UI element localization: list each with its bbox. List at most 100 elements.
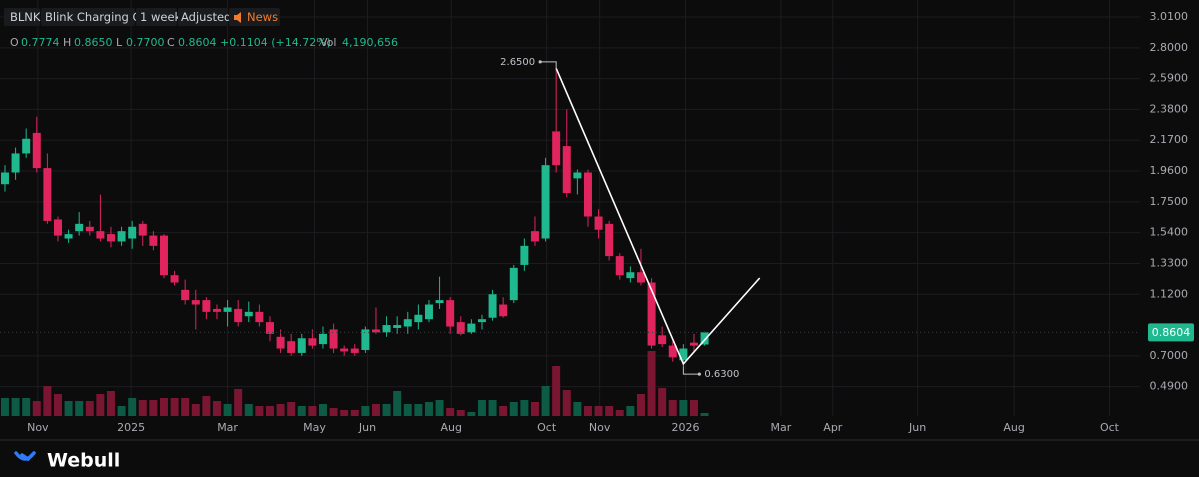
volume-bar [287, 402, 296, 416]
candle-body [488, 294, 497, 318]
volume-bar [191, 404, 200, 416]
volume-bar [605, 406, 614, 416]
candle-body [615, 256, 624, 276]
x-tick-label: Mar [770, 421, 791, 434]
y-tick-label: 3.0100 [1150, 10, 1189, 23]
news-icon[interactable] [234, 12, 241, 23]
candle-body [361, 329, 370, 350]
volume-bar [488, 400, 497, 416]
volume-bar [138, 400, 147, 416]
candle-body [477, 319, 486, 323]
news[interactable]: News [247, 10, 278, 24]
volume-bar [435, 400, 444, 416]
volume-bar [424, 402, 433, 416]
candle-body [340, 348, 349, 352]
candle-body [244, 311, 253, 317]
vol-key: Vol [320, 36, 336, 49]
volume-bar [573, 402, 582, 416]
logo-icon [14, 451, 36, 462]
chip[interactable] [178, 8, 228, 26]
vol-value: 4,190,656 [342, 36, 398, 49]
volume-bar [276, 404, 285, 416]
chip[interactable] [136, 8, 177, 26]
candle-body [11, 153, 20, 173]
volume-bar [626, 406, 635, 416]
x-tick-label: Nov [589, 421, 611, 434]
chip [41, 8, 135, 26]
candle-body [234, 308, 243, 323]
candle-body [467, 323, 476, 333]
candles [0, 69, 709, 367]
low-value: 0.7700 [126, 36, 165, 49]
candle-body [647, 282, 656, 346]
volume-bar [700, 413, 709, 416]
candle-body [573, 172, 582, 179]
volume-bar [32, 401, 41, 416]
y-tick-label: 0.7000 [1150, 349, 1189, 362]
volume-bar [53, 394, 62, 416]
candle-body [159, 235, 168, 276]
volume-bar [499, 406, 508, 416]
volume-bar [0, 398, 9, 416]
trendline [555, 68, 761, 366]
candle-body [287, 341, 296, 353]
volume-bar [106, 391, 115, 416]
candle-body [75, 223, 84, 232]
volume-bar [265, 406, 274, 416]
volume-bar [393, 391, 402, 416]
close-value: 0.8604 [178, 36, 217, 49]
x-tick-label: Aug [1003, 421, 1024, 434]
candle-body [403, 319, 412, 327]
candle-body [170, 275, 179, 283]
adjust[interactable]: Adjusted [181, 10, 231, 24]
chip[interactable] [4, 8, 40, 26]
candle-body [435, 300, 444, 304]
volume-bar [340, 410, 349, 416]
candle-body [138, 223, 147, 236]
candle-body [117, 231, 126, 242]
volume-bar [509, 402, 518, 416]
candle-body [382, 325, 391, 333]
volume-bar [223, 404, 232, 416]
annotation-leader [682, 366, 700, 375]
volume-bar [181, 398, 190, 416]
volume-bar [149, 400, 158, 416]
company-name: Blink Charging Co [45, 10, 148, 24]
volume-bar [583, 406, 592, 416]
volume-bar [318, 404, 327, 416]
candle-body [509, 267, 518, 301]
candle-body [594, 216, 603, 230]
candle-body [64, 234, 73, 239]
logo: Webull [47, 450, 120, 472]
volume-bar [647, 351, 656, 416]
candle-body [456, 322, 465, 334]
volume-bar [371, 404, 380, 416]
interval[interactable]: 1 week [140, 10, 182, 24]
symbol[interactable]: BLNK [10, 10, 41, 24]
candle-body [181, 289, 190, 301]
x-tick-label: Jun [358, 421, 376, 434]
y-tick-label: 1.3300 [1150, 256, 1189, 269]
y-tick-label: 2.5900 [1150, 72, 1189, 85]
candle-body [679, 348, 688, 361]
candle-body [520, 245, 529, 265]
chip[interactable] [229, 8, 280, 26]
volume-bar [202, 396, 211, 416]
candle-body [43, 168, 52, 221]
candle-body [297, 338, 306, 353]
annotation-label: 2.6500 [500, 57, 535, 68]
candle-body [318, 333, 327, 345]
volume-bar [541, 386, 550, 416]
volume-bar [361, 406, 370, 416]
volume-bar [689, 400, 698, 416]
low-key: L [116, 36, 123, 49]
volume-bar [615, 410, 624, 416]
annotation-leader [540, 61, 557, 70]
candle-body [499, 304, 508, 317]
volume-bar [636, 394, 645, 416]
y-tick-label: 2.8000 [1150, 41, 1189, 54]
open-key: O [10, 36, 19, 49]
x-tick-label: Oct [537, 421, 557, 434]
overlay: 3.0100 2.8000 2.5900 2.3800 2.1700 1.9600 1.75… [0, 10, 1194, 434]
candle-body [393, 325, 402, 328]
